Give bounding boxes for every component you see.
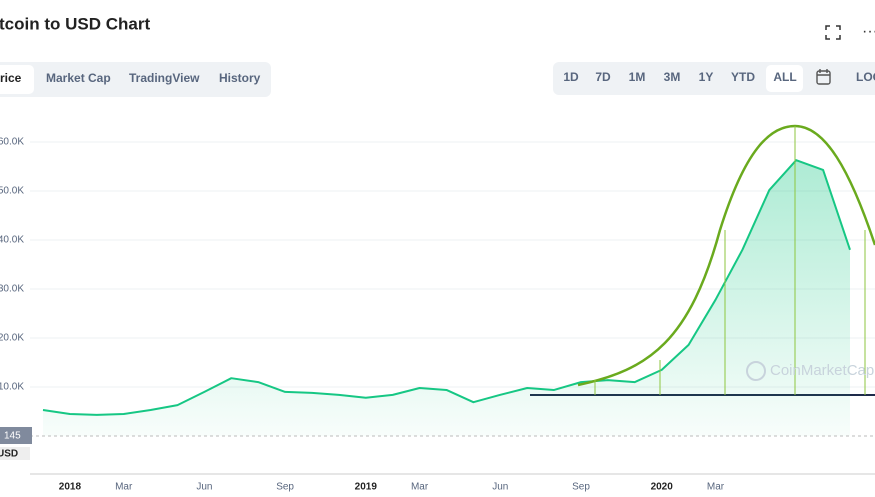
tab[interactable]: History xyxy=(219,71,261,85)
x-tick-label: Sep xyxy=(276,482,294,492)
range-button[interactable]: 3M xyxy=(664,70,681,84)
y-tick-label: 50.0K xyxy=(0,186,24,197)
log-button[interactable]: LOG xyxy=(856,70,875,84)
title: Bitcoin to USD Chart xyxy=(0,14,150,33)
trend-curve xyxy=(577,124,875,387)
x-tick-label: 2018 xyxy=(59,482,82,492)
tab[interactable]: TradingView xyxy=(129,71,200,85)
y-tick-label: 30.0K xyxy=(0,284,24,295)
range-button[interactable]: 1M xyxy=(629,70,646,84)
fullscreen-icon[interactable] xyxy=(825,25,841,40)
y-tick-label: 40.0K xyxy=(0,235,24,246)
y-tick-label: 60.0K xyxy=(0,137,24,148)
x-tick-label: 2019 xyxy=(355,482,378,492)
watermark-logo xyxy=(746,361,766,381)
range-button[interactable]: 1Y xyxy=(699,70,714,84)
x-tick-label: Mar xyxy=(411,482,429,492)
x-tick-label: Jun xyxy=(196,482,212,492)
annotation-lines xyxy=(594,126,866,395)
price-line xyxy=(42,159,851,416)
y-tick-label: 10.0K xyxy=(0,382,24,393)
more-icon[interactable]: ··· xyxy=(862,23,875,40)
x-tick-label: Mar xyxy=(115,482,133,492)
tab-selected xyxy=(0,65,34,94)
watermark: CoinMarketCap xyxy=(770,362,874,379)
price-marker: 145 xyxy=(4,431,21,442)
x-tick-label: Jun xyxy=(492,482,508,492)
calendar-icon[interactable] xyxy=(816,69,831,85)
x-tick-label: Mar xyxy=(707,482,725,492)
price-marker-box xyxy=(0,427,32,444)
currency-box xyxy=(0,447,30,460)
tab[interactable]: Market Cap xyxy=(46,71,111,85)
area xyxy=(43,160,850,436)
x-tick-label: 2020 xyxy=(651,482,674,492)
range-button[interactable]: YTD xyxy=(731,70,755,84)
x-tick-label: Sep xyxy=(572,482,590,492)
y-tick-label: 20.0K xyxy=(0,333,24,344)
tab-group xyxy=(0,62,271,97)
range-button[interactable]: ALL xyxy=(773,70,796,84)
tab[interactable]: Price xyxy=(0,71,22,85)
range-button[interactable]: 1D xyxy=(563,70,579,84)
range-selected xyxy=(766,65,803,92)
range-button[interactable]: 7D xyxy=(595,70,611,84)
currency: USD xyxy=(0,449,18,460)
